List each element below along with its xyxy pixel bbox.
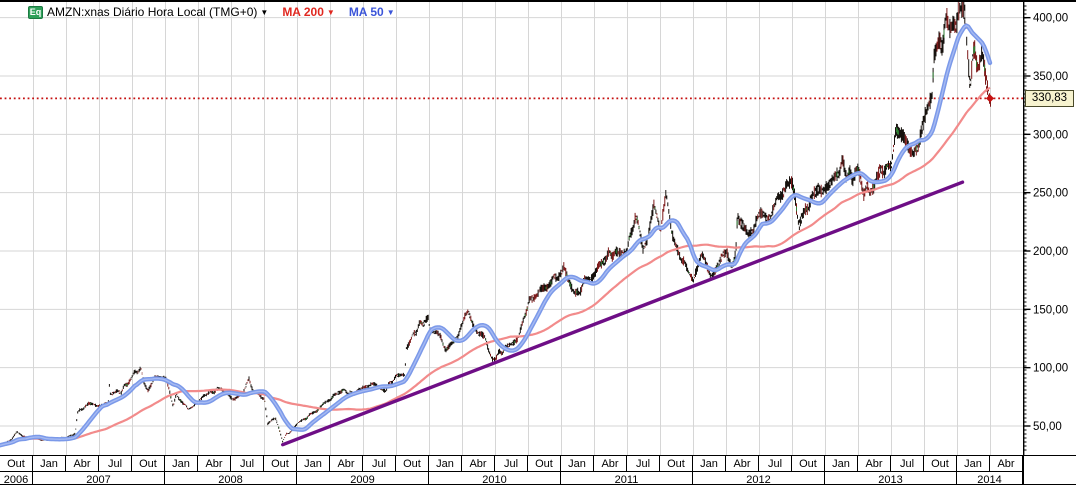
x-axis-month-cell: Jan (561, 456, 594, 472)
x-axis-month-cell: Abr (858, 456, 891, 472)
instrument-selector[interactable]: AMZN:xnas Diário Hora Local (TMG+0) ▼ (47, 5, 268, 19)
x-axis-month-cell: Abr (330, 456, 363, 472)
x-axis-month-cell: Jan (429, 456, 462, 472)
y-axis-tick-label: 300,00 (1033, 129, 1068, 141)
price-chart-plot-area[interactable] (0, 2, 1023, 455)
x-axis-year-cell: 2014 (957, 472, 1023, 484)
x-axis-month-cell: Abr (198, 456, 231, 472)
x-axis-month-cell: Jul (495, 456, 528, 472)
x-axis-year-cell: 2013 (825, 472, 957, 484)
x-axis-month-cell: Abr (726, 456, 759, 472)
x-axis-year-cell: 2011 (561, 472, 693, 484)
x-axis-month-cell: Jul (759, 456, 792, 472)
y-axis-tick-label: 400,00 (1033, 13, 1068, 25)
x-axis-month-cell: Jul (99, 456, 132, 472)
x-axis-month-cell: Out (660, 456, 693, 472)
x-axis-year-cell: 2010 (429, 472, 561, 484)
ma200-indicator-dropdown[interactable]: MA 200 ▼ (282, 5, 335, 19)
candlestick-bars (0, 2, 991, 446)
axis-corner (1023, 455, 1076, 484)
price-axis-scale: 400,00 350,00 300,00 250,00 200,00 150,00 100,… (1022, 2, 1068, 455)
y-axis-tick-label: 50,00 (1033, 421, 1062, 433)
x-axis-month-cell: Jan (165, 456, 198, 472)
x-axis-month-cell: Out (396, 456, 429, 472)
x-axis-month-cell: Out (132, 456, 165, 472)
x-axis-month-cell: Jul (363, 456, 396, 472)
y-axis-tick-label: 100,00 (1033, 363, 1068, 375)
x-axis-month-cell: Out (0, 456, 33, 472)
x-axis-month-cell: Abr (462, 456, 495, 472)
x-axis-month-cell: Jan (297, 456, 330, 472)
x-axis-month-cell: Jan (33, 456, 66, 472)
ma50-label: MA 50 (348, 5, 384, 19)
time-axis-years: 2006 2007 2008 2009 2010 2011 2012 2013 2014 (0, 471, 1023, 484)
y-axis-tick-label: 350,00 (1033, 71, 1068, 83)
y-axis-tick-label: 200,00 (1033, 246, 1068, 258)
x-axis-month-cell: Jan (957, 456, 990, 472)
time-axis-months: Out Jan Abr Jul Out Jan Abr Jul Out Jan Abr Jul Out J… (0, 455, 1023, 472)
chevron-down-icon: ▼ (326, 7, 335, 17)
x-axis-year-cell: 2008 (165, 472, 297, 484)
x-axis-month-cell: Jan (693, 456, 726, 472)
x-axis-month-cell: Out (528, 456, 561, 472)
x-axis-month-cell: Abr (594, 456, 627, 472)
chart-header-toolbar: Eq AMZN:xnas Diário Hora Local (TMG+0) ▼… (28, 4, 395, 20)
x-axis-month-cell: Abr (66, 456, 99, 472)
x-axis-month-cell: Jul (891, 456, 924, 472)
support-trendline (281, 180, 965, 447)
x-axis-year-cell: 2009 (297, 472, 429, 484)
last-price-marker (986, 94, 994, 103)
x-axis-year-cell: 2006 (0, 472, 33, 484)
ma50-indicator-dropdown[interactable]: MA 50 ▼ (349, 5, 395, 19)
x-axis-year-cell: 2007 (33, 472, 165, 484)
candlestick-chart (0, 2, 1023, 455)
x-axis-month-cell: Out (264, 456, 297, 472)
ma200-label: MA 200 (282, 5, 324, 19)
last-price-badge: 330,83 (1025, 89, 1074, 107)
x-axis-month-cell: Out (924, 456, 957, 472)
chevron-down-icon: ▼ (386, 7, 395, 17)
price-axis: 400,00 350,00 300,00 250,00 200,00 150,00 100,… (1022, 2, 1076, 455)
chevron-down-icon: ▼ (260, 7, 269, 17)
x-axis-month-cell: Jul (231, 456, 264, 472)
x-axis-month-cell: Out (792, 456, 825, 472)
time-axis: Out Jan Abr Jul Out Jan Abr Jul Out Jan Abr Jul Out J… (0, 455, 1076, 484)
x-axis-month-cell: Jan (825, 456, 858, 472)
x-axis-month-cell: Jul (627, 456, 660, 472)
y-axis-tick-label: 150,00 (1033, 304, 1068, 316)
ma50-line-highlight (0, 24, 991, 446)
x-axis-month-cell: Abr (990, 456, 1023, 472)
equity-type-badge: Eq (28, 5, 43, 19)
instrument-label: AMZN:xnas Diário Hora Local (TMG+0) (47, 5, 258, 19)
x-axis-year-cell: 2012 (693, 472, 825, 484)
grid-lines (0, 2, 1023, 455)
y-axis-tick-label: 250,00 (1033, 188, 1068, 200)
